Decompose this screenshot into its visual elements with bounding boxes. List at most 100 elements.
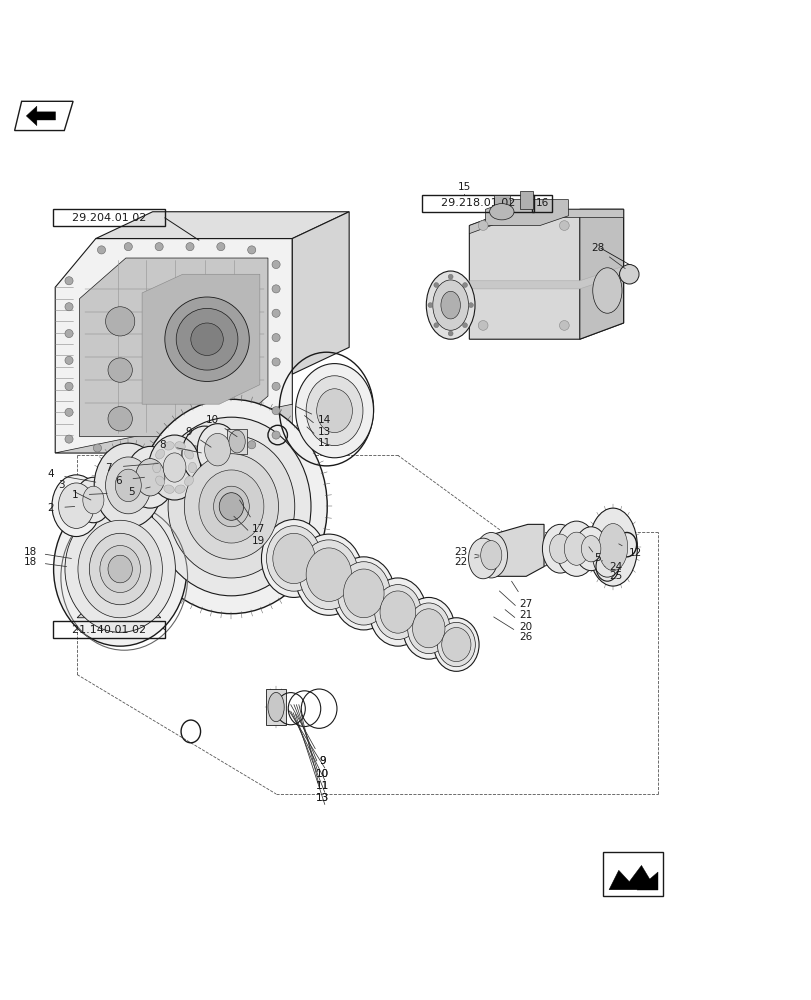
Ellipse shape — [213, 486, 249, 527]
Polygon shape — [292, 212, 349, 374]
Ellipse shape — [89, 533, 151, 605]
Polygon shape — [608, 865, 650, 890]
Ellipse shape — [156, 449, 165, 459]
Ellipse shape — [316, 389, 352, 433]
Text: 8: 8 — [159, 440, 165, 450]
Circle shape — [272, 285, 280, 293]
Ellipse shape — [619, 265, 638, 284]
Ellipse shape — [219, 493, 243, 520]
Polygon shape — [55, 404, 292, 453]
Polygon shape — [77, 575, 161, 618]
Ellipse shape — [480, 541, 501, 570]
Bar — [53, 621, 165, 638]
Circle shape — [272, 309, 280, 317]
Ellipse shape — [585, 542, 599, 562]
Text: 27: 27 — [519, 599, 532, 609]
Text: 19: 19 — [251, 536, 264, 546]
Ellipse shape — [433, 618, 478, 671]
Circle shape — [247, 441, 255, 449]
Polygon shape — [96, 212, 349, 239]
Circle shape — [186, 243, 194, 251]
Polygon shape — [485, 200, 568, 226]
Ellipse shape — [58, 483, 94, 528]
Text: 9: 9 — [319, 756, 325, 766]
Ellipse shape — [574, 527, 607, 571]
Ellipse shape — [108, 358, 132, 382]
Text: 29.218.01 02: 29.218.01 02 — [440, 198, 515, 208]
Ellipse shape — [556, 521, 596, 576]
Polygon shape — [26, 106, 55, 126]
Ellipse shape — [579, 534, 605, 570]
Polygon shape — [636, 872, 657, 890]
Ellipse shape — [152, 417, 311, 596]
Text: 11: 11 — [315, 781, 328, 791]
Ellipse shape — [108, 555, 132, 583]
Text: 9: 9 — [319, 756, 325, 766]
Ellipse shape — [598, 524, 627, 571]
Ellipse shape — [374, 585, 421, 640]
Ellipse shape — [407, 603, 449, 654]
Text: 5: 5 — [128, 487, 135, 497]
Ellipse shape — [432, 280, 468, 330]
Ellipse shape — [468, 538, 497, 579]
Ellipse shape — [191, 323, 223, 355]
Ellipse shape — [204, 433, 230, 466]
Ellipse shape — [412, 609, 444, 648]
Ellipse shape — [489, 204, 513, 220]
Circle shape — [272, 431, 280, 439]
Ellipse shape — [343, 569, 384, 618]
Circle shape — [272, 407, 280, 415]
Ellipse shape — [549, 534, 570, 563]
Ellipse shape — [184, 449, 193, 459]
Ellipse shape — [94, 443, 162, 528]
Text: 13: 13 — [315, 793, 328, 803]
Text: 17: 17 — [251, 524, 264, 534]
Circle shape — [65, 408, 73, 416]
Ellipse shape — [564, 532, 588, 565]
Circle shape — [462, 323, 467, 328]
Text: 3: 3 — [58, 480, 65, 490]
Text: 18: 18 — [24, 547, 37, 557]
Circle shape — [155, 243, 163, 251]
Ellipse shape — [164, 442, 174, 450]
Ellipse shape — [229, 430, 245, 453]
Polygon shape — [142, 274, 260, 404]
Text: 23: 23 — [453, 547, 466, 557]
Text: 20: 20 — [519, 622, 532, 632]
Text: 7: 7 — [105, 463, 112, 473]
Ellipse shape — [333, 557, 394, 630]
Ellipse shape — [581, 536, 600, 562]
Ellipse shape — [152, 462, 161, 473]
Polygon shape — [227, 429, 247, 454]
Ellipse shape — [105, 307, 135, 336]
Circle shape — [272, 358, 280, 366]
Ellipse shape — [295, 364, 373, 458]
Ellipse shape — [266, 526, 321, 591]
Circle shape — [65, 303, 73, 311]
Ellipse shape — [184, 476, 193, 486]
Ellipse shape — [441, 627, 470, 662]
Bar — [531, 195, 551, 212]
Circle shape — [272, 382, 280, 390]
Ellipse shape — [184, 454, 278, 559]
Ellipse shape — [440, 291, 460, 319]
Bar — [53, 209, 165, 226]
Ellipse shape — [65, 506, 175, 632]
Circle shape — [478, 221, 487, 230]
Text: 10: 10 — [315, 769, 328, 779]
Ellipse shape — [135, 459, 165, 496]
Circle shape — [559, 321, 569, 330]
Ellipse shape — [78, 520, 162, 618]
Ellipse shape — [126, 446, 174, 508]
Ellipse shape — [115, 469, 141, 502]
Ellipse shape — [426, 271, 474, 339]
Text: 24: 24 — [608, 562, 621, 572]
Circle shape — [93, 444, 101, 452]
Text: 13: 13 — [318, 427, 331, 437]
Ellipse shape — [174, 442, 185, 450]
Ellipse shape — [542, 524, 577, 573]
Text: 4: 4 — [47, 469, 54, 479]
Circle shape — [65, 277, 73, 285]
Circle shape — [247, 246, 255, 254]
Circle shape — [217, 243, 225, 251]
